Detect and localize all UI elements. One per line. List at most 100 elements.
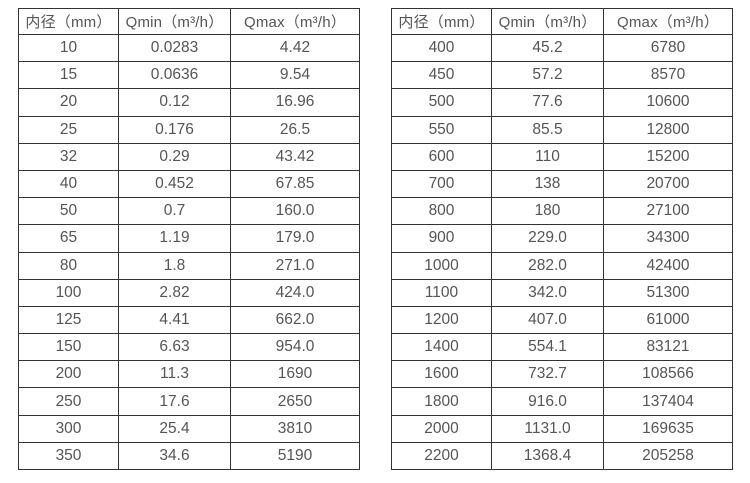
table-cell: 42400 [603,251,733,280]
table-row: 300 25.4 3810 [18,414,360,443]
table-cell: 10600 [603,88,733,117]
table-cell: 108566 [603,360,733,389]
table-cell: 11.3 [118,360,231,389]
table-row: 65 1.19 179.0 [18,224,360,253]
table-row: 1000 282.0 42400 [391,251,733,280]
table-row: 40 0.452 67.85 [18,169,360,199]
table-row: 1800 916.0 137404 [391,387,733,416]
table-cell: 954.0 [230,333,360,362]
table-cell: 8570 [603,61,733,90]
table-cell: 0.452 [118,169,231,199]
table-cell: 200 [18,360,119,389]
table-cell: 6.63 [118,333,231,362]
table-row: 150 6.63 954.0 [18,333,360,362]
table-cell: 2000 [391,414,492,443]
table-row: 10 0.0283 4.42 [18,33,360,63]
table-cell: 9.54 [230,61,360,90]
table-cell: 65 [18,224,119,253]
table-cell: 1400 [391,333,492,362]
table-row: 200 11.3 1690 [18,360,360,389]
table-row: 700 138 20700 [391,169,733,199]
table-row: 80 1.8 271.0 [18,251,360,280]
table-cell: 229.0 [491,224,604,253]
table-cell: 61000 [603,305,733,335]
table-cell: 51300 [603,278,733,307]
table-cell: 350 [18,441,119,471]
table-row: 2200 1368.4 205258 [391,441,733,471]
table-cell: 150 [18,333,119,362]
table-cell: 550 [391,115,492,144]
table-cell: 137404 [603,387,733,416]
table-cell: 17.6 [118,387,231,416]
table-cell: 600 [391,142,492,171]
table-cell: 85.5 [491,115,604,144]
table-cell: 1131.0 [491,414,604,443]
table-cell: 1.19 [118,224,231,253]
table-row: 900 229.0 34300 [391,224,733,253]
table-cell: 0.0636 [118,61,231,90]
table-cell: 20700 [603,169,733,199]
table-cell: 700 [391,169,492,199]
table-row: 450 57.2 8570 [391,61,733,90]
table-cell: 0.12 [118,88,231,117]
table-cell: 900 [391,224,492,253]
table-row: 32 0.29 43.42 [18,142,360,171]
table-row: 550 85.5 12800 [391,115,733,144]
table-cell: 125 [18,305,119,335]
table-cell: 424.0 [230,278,360,307]
table-cell: 16.96 [230,88,360,117]
table-cell: 77.6 [491,88,604,117]
table-row: 1100 342.0 51300 [391,278,733,307]
table-cell: 3810 [230,414,360,443]
table-cell: 1800 [391,387,492,416]
table-cell: 2200 [391,441,492,471]
table-row: 2000 1131.0 169635 [391,414,733,443]
table-row: 50 0.7 160.0 [18,197,360,226]
table-row: 400 45.2 6780 [391,33,733,63]
table-row: 500 77.6 10600 [391,88,733,117]
table-cell: 1.8 [118,251,231,280]
table-cell: 0.176 [118,115,231,144]
table-cell: 179.0 [230,224,360,253]
table-cell: 138 [491,169,604,199]
column-header: Qmax（m³/h） [603,8,733,35]
table-cell: 0.7 [118,197,231,226]
table-row: 1200 407.0 61000 [391,305,733,335]
table-cell: 5190 [230,441,360,471]
table-cell: 50 [18,197,119,226]
column-header: Qmin（m³/h） [491,8,604,35]
table-row: 350 34.6 5190 [18,441,360,471]
table-cell: 80 [18,251,119,280]
column-header: 内径（mm） [18,8,119,35]
table-row: 20 0.12 16.96 [18,88,360,117]
table-row: 600 110 15200 [391,142,733,171]
table-row: 25 0.176 26.5 [18,115,360,144]
table-cell: 554.1 [491,333,604,362]
flow-table-large-diameters: 内径（mm） Qmin（m³/h） Qmax（m³/h） 400 45.2 6780 450… [391,8,733,471]
header-row: 内径（mm） Qmin（m³/h） Qmax（m³/h） [391,8,733,35]
table-cell: 342.0 [491,278,604,307]
table-row: 800 180 27100 [391,197,733,226]
table-cell: 407.0 [491,305,604,335]
table-cell: 32 [18,142,119,171]
table-cell: 40 [18,169,119,199]
table-cell: 282.0 [491,251,604,280]
table-cell: 300 [18,414,119,443]
table-cell: 1200 [391,305,492,335]
table-cell: 25.4 [118,414,231,443]
table-cell: 662.0 [230,305,360,335]
table-cell: 0.29 [118,142,231,171]
table-cell: 500 [391,88,492,117]
table-cell: 1000 [391,251,492,280]
table-cell: 1600 [391,360,492,389]
table-cell: 1100 [391,278,492,307]
table-cell: 916.0 [491,387,604,416]
table-row: 125 4.41 662.0 [18,305,360,335]
table-cell: 12800 [603,115,733,144]
table-cell: 1368.4 [491,441,604,471]
column-header: 内径（mm） [391,8,492,35]
table-cell: 57.2 [491,61,604,90]
table-cell: 160.0 [230,197,360,226]
table-cell: 20 [18,88,119,117]
